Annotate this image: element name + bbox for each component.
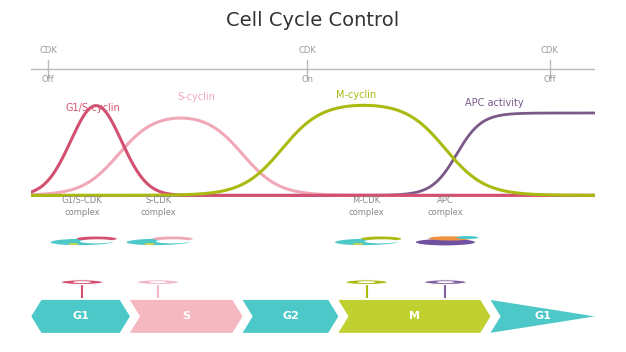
Text: APC
complex: APC complex: [428, 196, 463, 217]
Circle shape: [357, 281, 376, 283]
Text: G1: G1: [72, 312, 89, 321]
Text: Cell Cycle Control: Cell Cycle Control: [227, 11, 399, 30]
Circle shape: [456, 236, 478, 239]
Circle shape: [149, 281, 167, 283]
Circle shape: [424, 280, 467, 284]
Text: Off: Off: [42, 75, 54, 84]
Text: CDK: CDK: [39, 45, 57, 55]
Ellipse shape: [80, 239, 114, 243]
Text: G1/S-cyclin: G1/S-cyclin: [65, 103, 120, 113]
Text: APC activity: APC activity: [465, 98, 524, 108]
Text: On: On: [301, 75, 314, 84]
Text: M-cyclin: M-cyclin: [336, 90, 376, 100]
Text: G1/S-CDK
complex: G1/S-CDK complex: [61, 196, 103, 217]
Text: CDK: CDK: [541, 45, 558, 55]
Ellipse shape: [77, 237, 117, 241]
Ellipse shape: [153, 237, 193, 241]
Ellipse shape: [156, 239, 190, 243]
Polygon shape: [339, 300, 491, 333]
Text: CDK: CDK: [299, 45, 316, 55]
Text: M-CDK
complex: M-CDK complex: [349, 196, 384, 217]
Circle shape: [144, 243, 155, 245]
Text: S-cyclin: S-cyclin: [178, 93, 216, 102]
Text: M: M: [409, 312, 420, 321]
Text: S-CDK
complex: S-CDK complex: [140, 196, 176, 217]
Ellipse shape: [364, 239, 398, 243]
Text: S: S: [182, 312, 190, 321]
Text: G1: G1: [534, 312, 551, 321]
Ellipse shape: [429, 236, 471, 240]
Circle shape: [352, 243, 364, 245]
Ellipse shape: [335, 239, 398, 245]
Ellipse shape: [51, 239, 113, 245]
Circle shape: [68, 243, 79, 245]
Polygon shape: [491, 300, 595, 333]
Polygon shape: [31, 300, 130, 333]
Ellipse shape: [126, 239, 190, 245]
Ellipse shape: [361, 237, 401, 241]
Circle shape: [61, 280, 103, 284]
Polygon shape: [130, 300, 243, 333]
Text: G2: G2: [282, 312, 299, 321]
Circle shape: [136, 280, 180, 284]
Polygon shape: [243, 300, 339, 333]
Circle shape: [345, 280, 388, 284]
Ellipse shape: [416, 239, 475, 245]
Text: Off: Off: [543, 75, 556, 84]
Circle shape: [73, 281, 91, 283]
Circle shape: [436, 281, 454, 283]
